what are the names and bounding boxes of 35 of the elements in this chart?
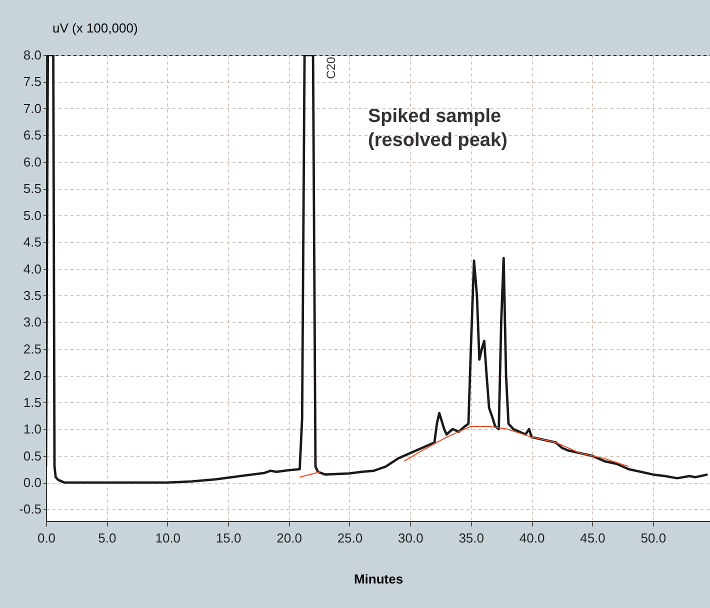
x-tick-label: 25.0 (337, 530, 363, 546)
x-tick-label: 5.0 (98, 530, 116, 546)
line-series (46, 55, 709, 484)
y-tick-label: 6.0 (23, 154, 42, 170)
y-tick-label: 3.0 (23, 314, 42, 330)
y-tick-label: 1.0 (23, 422, 42, 437)
y-tick-label: 2.0 (23, 368, 42, 384)
x-axis-title: Minutes (354, 572, 404, 586)
y-tick-label: 8.0 (23, 48, 42, 62)
x-tick-label: 0.0 (37, 530, 56, 546)
y-tick-label: 0.0 (23, 475, 42, 490)
x-tick-label: 35.0 (458, 530, 484, 546)
x-tick-label: 15.0 (216, 530, 242, 546)
y-axis-title: uV (x 100,000) (52, 20, 138, 36)
y-tick-label: 7.0 (23, 100, 42, 116)
y-tick-label: -0.5 (19, 502, 42, 517)
x-tick-label: 50.0 (640, 530, 666, 546)
line-series (404, 426, 630, 468)
y-tick-label: 1.5 (23, 394, 42, 410)
y-tick-label: 4.0 (23, 261, 42, 276)
x-tick-label: 10.0 (155, 530, 181, 546)
x-tick-label: 45.0 (580, 530, 606, 546)
y-tick-label: 5.5 (23, 181, 42, 196)
y-tick-label: 4.5 (23, 234, 42, 250)
annotation: C20 (324, 56, 338, 80)
x-tick-label: 30.0 (398, 530, 424, 546)
y-tick-label: 2.5 (23, 341, 42, 356)
x-tick-label: 20.0 (276, 530, 302, 546)
y-tick-label: 5.0 (23, 208, 42, 223)
annotation: Spiked sample (resolved peak) (368, 106, 508, 151)
y-tick-label: 6.5 (23, 128, 42, 143)
y-tick-label: 0.5 (23, 448, 42, 464)
x-tick-label: 40.0 (519, 530, 545, 546)
y-tick-label: 7.5 (23, 74, 42, 90)
y-tick-label: 3.5 (23, 288, 42, 303)
